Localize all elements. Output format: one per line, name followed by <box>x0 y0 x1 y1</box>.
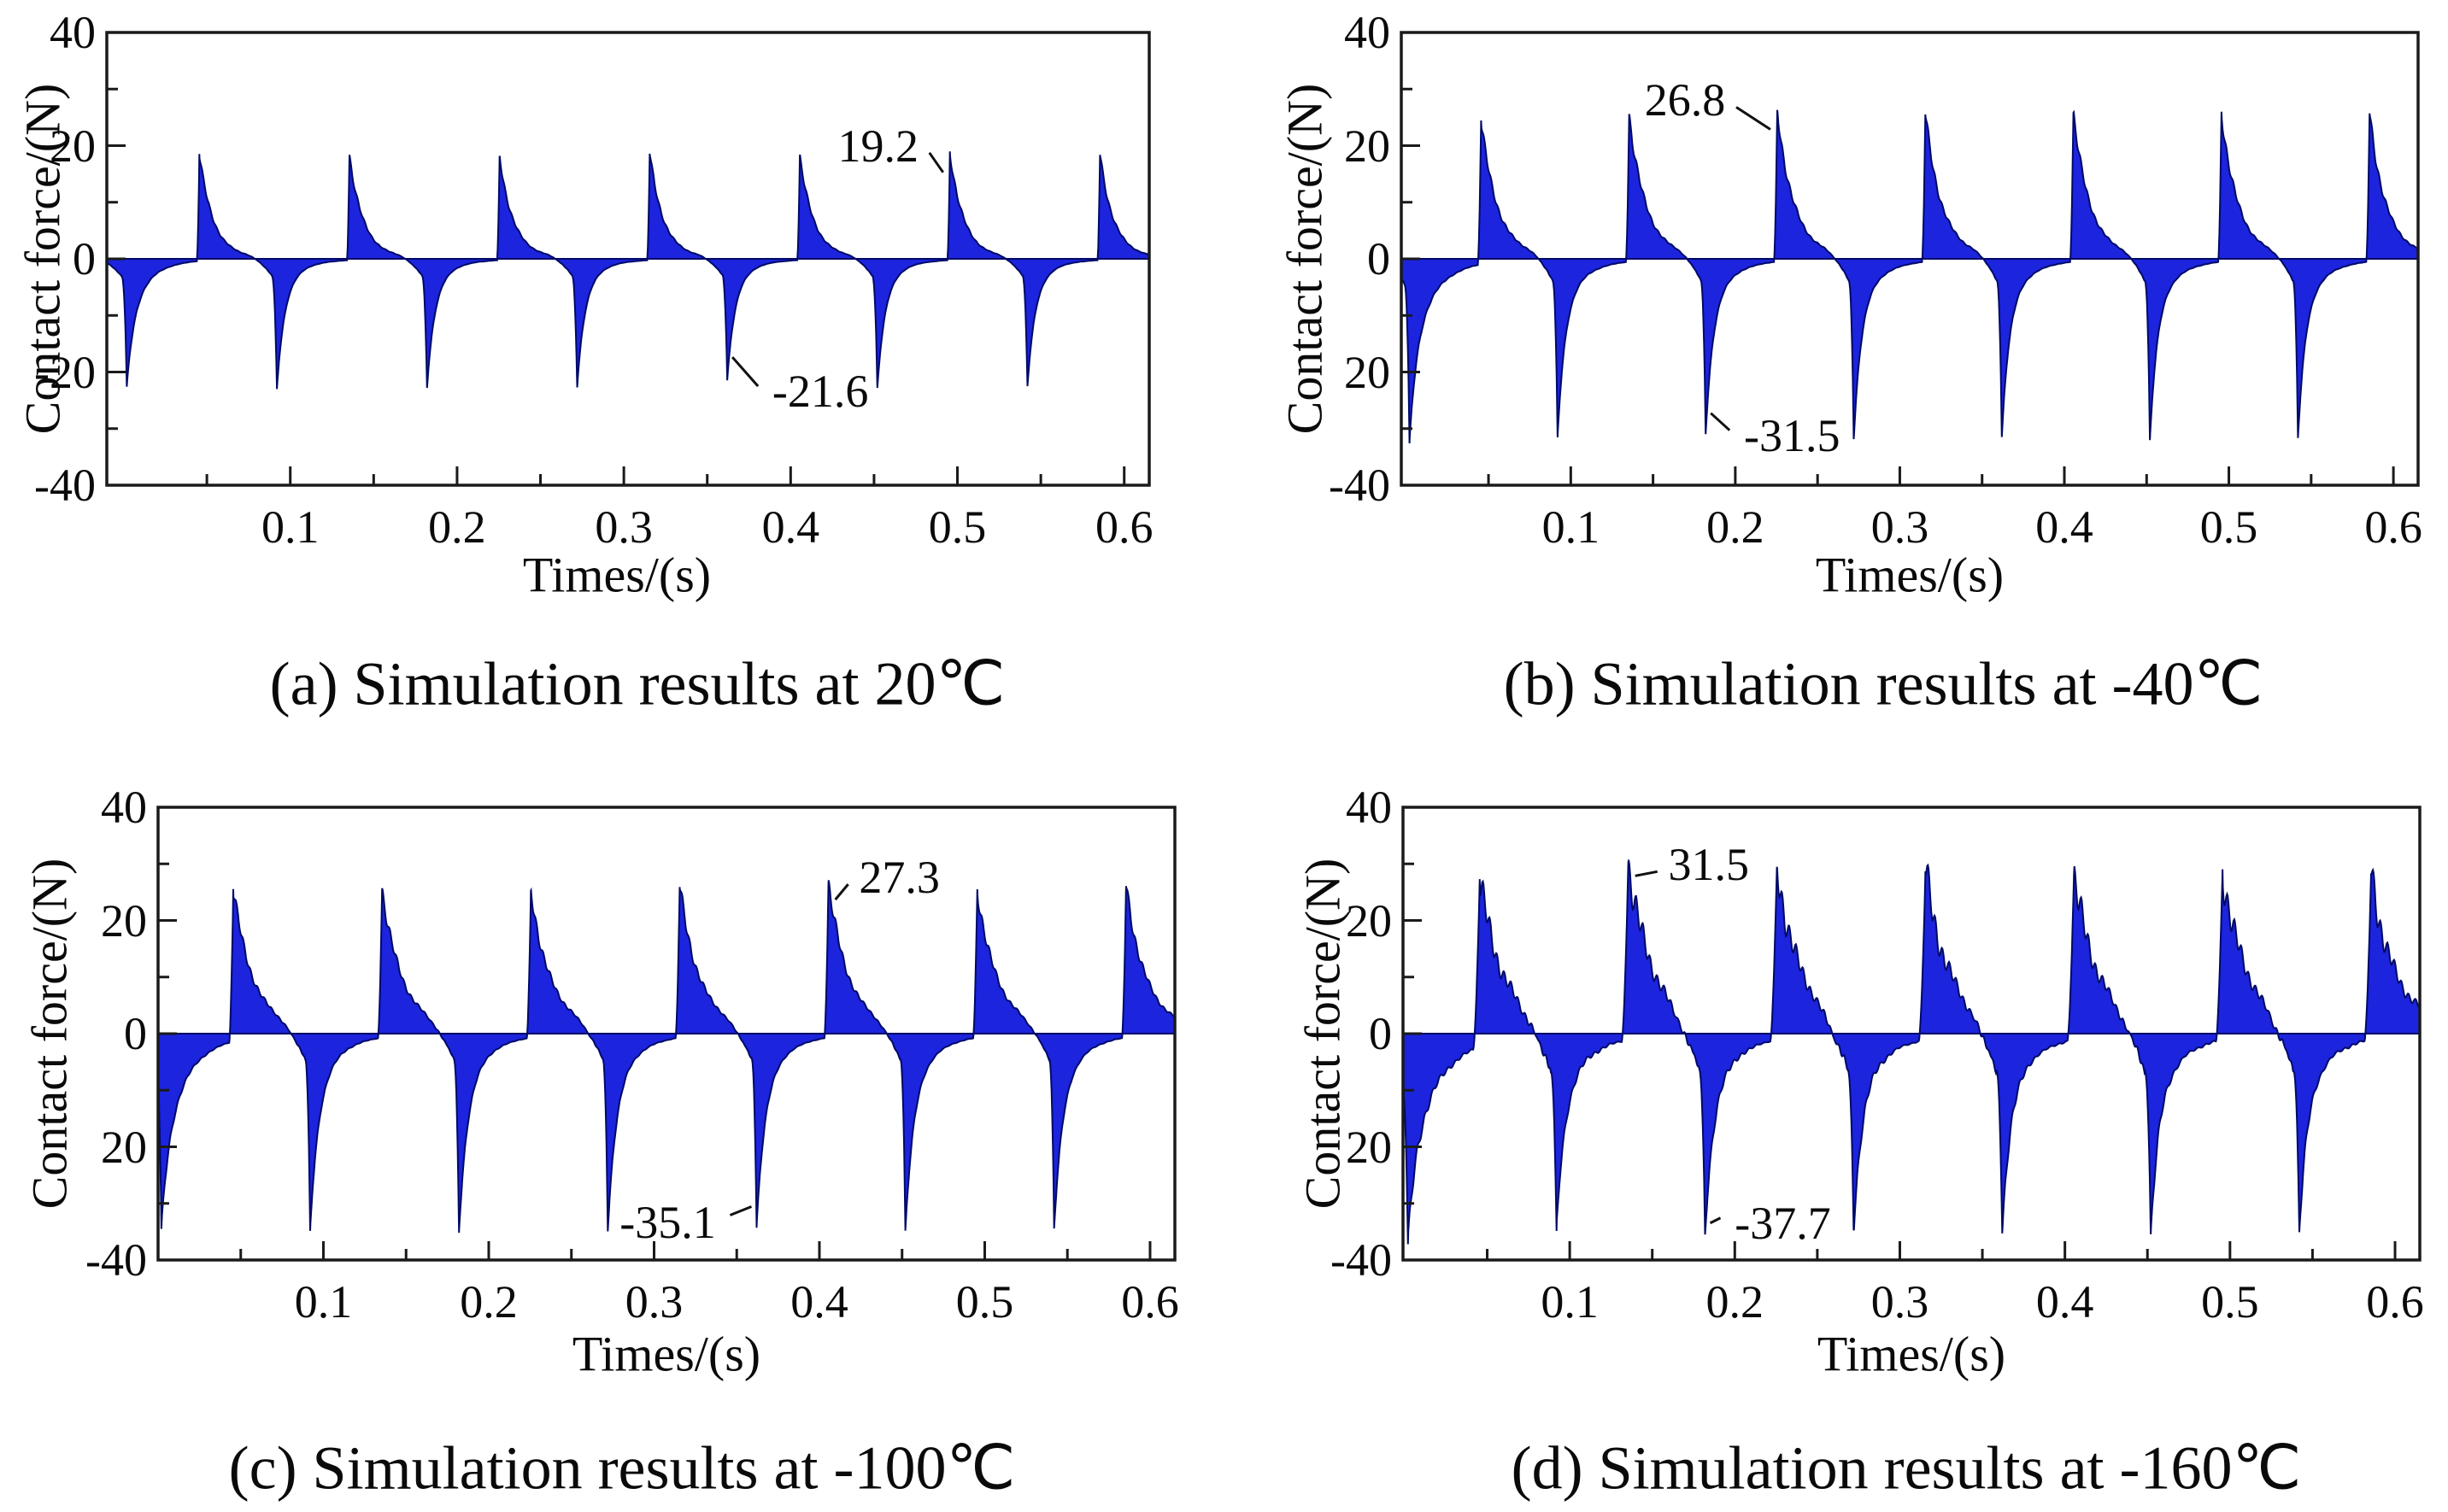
peak-value-annotation: 26.8 <box>1644 74 1726 126</box>
x-tick-label: 0.3 <box>595 501 653 553</box>
trough-value-annotation: -37.7 <box>1735 1197 1831 1249</box>
annotation-leader-line <box>834 883 849 901</box>
x-axis-label: Times/(s) <box>1817 1326 2006 1382</box>
x-tick-label: 0.4 <box>761 501 820 553</box>
y-tick-label: 20 <box>1344 346 1390 398</box>
chart-caption: (c) Simulation results at -100℃ <box>228 1433 1016 1503</box>
x-tick-label: 0.2 <box>428 501 486 553</box>
x-tick-label: 0.5 <box>955 1276 1014 1327</box>
chart-caption: (d) Simulation results at -160℃ <box>1511 1433 2302 1503</box>
x-tick-label: 0.6 <box>2366 1276 2424 1327</box>
y-tick-label: 40 <box>50 7 96 58</box>
x-tick-label: 0.2 <box>1705 1276 1764 1327</box>
x-axis-label: Times/(s) <box>522 547 712 603</box>
y-tick-label: 20 <box>101 894 147 946</box>
y-tick-label: 0 <box>73 233 96 284</box>
x-tick-label: 0.3 <box>1870 1276 1929 1327</box>
y-tick-label: 20 <box>101 1121 147 1173</box>
y-axis-label: Contact force/(N) <box>21 858 78 1210</box>
x-axis-label: Times/(s) <box>1815 547 2005 603</box>
x-tick-label: 0.3 <box>1870 501 1929 553</box>
x-axis-label: Times/(s) <box>572 1326 761 1382</box>
x-tick-label: 0.1 <box>294 1276 353 1327</box>
annotation-leader-line <box>731 356 760 388</box>
x-tick-label: 0.1 <box>1541 1276 1599 1327</box>
contact-force-waveform <box>106 151 1151 390</box>
y-tick-label: 40 <box>1344 7 1390 58</box>
contact-force-waveform <box>157 880 1177 1234</box>
annotation-leader-line <box>1709 1216 1722 1225</box>
y-axis-label: Contact force/(N) <box>1294 858 1351 1210</box>
y-tick-label: -20 <box>34 346 96 398</box>
contact-force-waveform <box>1402 859 2421 1245</box>
x-tick-label: 0.6 <box>2364 501 2422 553</box>
contact-force-waveform <box>1400 109 2419 444</box>
x-tick-label: 0.2 <box>460 1276 518 1327</box>
y-tick-label: 20 <box>1346 1121 1392 1173</box>
trough-value-annotation: -31.5 <box>1743 409 1840 461</box>
y-tick-label: 40 <box>101 782 147 833</box>
y-tick-label: 0 <box>124 1008 147 1059</box>
peak-value-annotation: 27.3 <box>859 852 940 904</box>
y-tick-label: -40 <box>85 1234 147 1286</box>
y-tick-label: 20 <box>50 120 96 172</box>
trough-value-annotation: -21.6 <box>772 366 869 418</box>
x-tick-label: 0.2 <box>1706 501 1764 553</box>
y-tick-label: -40 <box>1329 460 1390 511</box>
y-tick-label: 20 <box>1346 894 1392 946</box>
peak-value-annotation: 19.2 <box>837 120 919 172</box>
annotation-leader-line <box>1710 412 1731 431</box>
x-tick-label: 0.4 <box>2035 501 2093 553</box>
x-tick-label: 0.6 <box>1095 501 1154 553</box>
x-tick-label: 0.5 <box>2201 1276 2259 1327</box>
x-tick-label: 0.4 <box>2035 1276 2094 1327</box>
annotation-leader-line <box>729 1205 753 1216</box>
chart-caption: (b) Simulation results at -40℃ <box>1503 649 2263 718</box>
y-tick-label: 20 <box>1344 120 1390 172</box>
peak-value-annotation: 31.5 <box>1668 839 1749 891</box>
trough-value-annotation: -35.1 <box>619 1196 716 1248</box>
annotation-leader-line <box>1735 106 1771 131</box>
y-axis-label: Contact force/(N) <box>1277 83 1333 435</box>
x-tick-label: 0.5 <box>2199 501 2258 553</box>
y-tick-label: 40 <box>1346 782 1392 833</box>
y-tick-label: -40 <box>1330 1234 1392 1286</box>
x-tick-label: 0.1 <box>1541 501 1600 553</box>
chart-caption: (a) Simulation results at 20℃ <box>269 649 1006 718</box>
x-tick-label: 0.4 <box>790 1276 848 1327</box>
y-tick-label: 0 <box>1369 1008 1392 1059</box>
y-tick-label: -40 <box>34 460 96 511</box>
y-tick-label: 0 <box>1367 233 1390 284</box>
x-tick-label: 0.6 <box>1121 1276 1179 1327</box>
x-tick-label: 0.5 <box>928 501 987 553</box>
annotation-leader-line <box>928 151 944 173</box>
x-tick-label: 0.1 <box>261 501 320 553</box>
annotation-leader-line <box>1635 870 1658 877</box>
x-tick-label: 0.3 <box>625 1276 684 1327</box>
